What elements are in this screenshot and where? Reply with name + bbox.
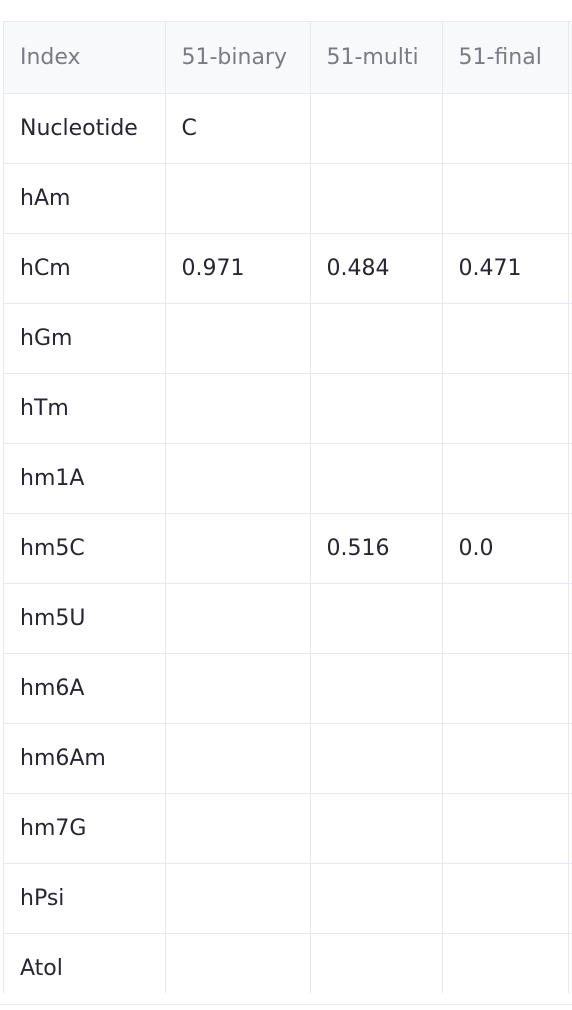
table-cell[interactable]: 0.516	[310, 513, 443, 584]
table-cell[interactable]	[568, 793, 572, 864]
table-cell[interactable]	[442, 373, 569, 444]
row-index-cell[interactable]: hTm	[4, 373, 166, 444]
table-cell[interactable]	[310, 373, 443, 444]
table-cell[interactable]	[165, 653, 311, 724]
table-cell[interactable]	[165, 443, 311, 514]
row-index-cell[interactable]: hm6Am	[4, 723, 166, 794]
table-cell[interactable]	[568, 933, 572, 993]
table-cell[interactable]	[442, 443, 569, 514]
table-cell[interactable]	[568, 513, 572, 584]
row-index-cell[interactable]: hm5U	[4, 583, 166, 654]
table-cell[interactable]	[568, 863, 572, 934]
table-row: hm1A	[4, 443, 572, 514]
table-cell[interactable]	[310, 93, 443, 164]
row-index-cell[interactable]: hm5C	[4, 513, 166, 584]
table-cell[interactable]	[310, 163, 443, 234]
table-cell[interactable]	[568, 653, 572, 724]
table-cell[interactable]	[165, 723, 311, 794]
table-cell[interactable]	[568, 163, 572, 234]
table-cell[interactable]: C	[165, 93, 311, 164]
row-index-cell[interactable]: hCm	[4, 233, 166, 304]
table-row: hm7G	[4, 793, 572, 864]
table-cell[interactable]	[165, 163, 311, 234]
table-cell[interactable]	[568, 583, 572, 654]
column-header-next[interactable]	[568, 21, 572, 94]
table-cell[interactable]: 0.971	[165, 233, 311, 304]
row-index-cell[interactable]: hPsi	[4, 863, 166, 934]
row-index-cell[interactable]: hGm	[4, 303, 166, 374]
table-cell[interactable]	[310, 793, 443, 864]
dataframe-table-container[interactable]: Index 51-binary 51-multi 51-final Nucleo…	[3, 21, 572, 993]
table-row: hAm	[4, 163, 572, 234]
table-cell[interactable]	[310, 723, 443, 794]
table-cell[interactable]	[442, 863, 569, 934]
table-cell[interactable]	[442, 583, 569, 654]
table-header: Index 51-binary 51-multi 51-final	[4, 21, 572, 94]
row-index-cell[interactable]: hAm	[4, 163, 166, 234]
table-cell[interactable]	[442, 793, 569, 864]
table-row: hm5C 0.516 0.0	[4, 513, 572, 584]
table-cell[interactable]	[165, 373, 311, 444]
table-cell[interactable]: 0.484	[310, 233, 443, 304]
table-cell[interactable]	[568, 443, 572, 514]
table-cell[interactable]	[310, 863, 443, 934]
table-cell[interactable]	[310, 583, 443, 654]
table-cell[interactable]: 0.471	[442, 233, 569, 304]
table-cell[interactable]	[165, 863, 311, 934]
table-cell[interactable]	[310, 653, 443, 724]
table-cell[interactable]: 0.0	[442, 513, 569, 584]
table-row: Nucleotide C	[4, 93, 572, 164]
header-row: Index 51-binary 51-multi 51-final	[4, 21, 572, 94]
column-header-51-multi[interactable]: 51-multi	[310, 21, 443, 94]
table-cell[interactable]	[568, 373, 572, 444]
table-row: hm5U	[4, 583, 572, 654]
row-index-cell[interactable]: Nucleotide	[4, 93, 166, 164]
table-cell[interactable]	[442, 303, 569, 374]
table-bottom-divider	[0, 1004, 572, 1005]
table-cell[interactable]	[310, 933, 443, 993]
column-header-51-binary[interactable]: 51-binary	[165, 21, 311, 94]
table-cell[interactable]	[442, 163, 569, 234]
table-row: hm6Am	[4, 723, 572, 794]
table-row: hm6A	[4, 653, 572, 724]
table-cell[interactable]	[165, 513, 311, 584]
row-index-cell[interactable]: hm6A	[4, 653, 166, 724]
row-index-cell[interactable]: hm1A	[4, 443, 166, 514]
table-cell[interactable]	[165, 933, 311, 993]
table-cell[interactable]	[165, 583, 311, 654]
table-row: hTm	[4, 373, 572, 444]
table-cell[interactable]	[442, 933, 569, 993]
row-index-cell[interactable]: hm7G	[4, 793, 166, 864]
column-header-51-final[interactable]: 51-final	[442, 21, 569, 94]
table-cell[interactable]	[442, 653, 569, 724]
table-cell[interactable]	[568, 723, 572, 794]
table-cell[interactable]	[568, 93, 572, 164]
table-cell[interactable]	[568, 233, 572, 304]
table-cell[interactable]	[442, 723, 569, 794]
row-index-cell[interactable]: Atol	[4, 933, 166, 993]
table-row: hGm	[4, 303, 572, 374]
table-row: hCm 0.971 0.484 0.471	[4, 233, 572, 304]
table-cell[interactable]	[165, 793, 311, 864]
table-cell[interactable]	[568, 303, 572, 374]
dataframe-table: Index 51-binary 51-multi 51-final Nucleo…	[4, 21, 572, 993]
table-cell[interactable]	[442, 93, 569, 164]
column-header-index[interactable]: Index	[4, 21, 166, 94]
table-row: Atol	[4, 933, 572, 993]
table-cell[interactable]	[310, 303, 443, 374]
table-cell[interactable]	[310, 443, 443, 514]
table-row: hPsi	[4, 863, 572, 934]
table-cell[interactable]	[165, 303, 311, 374]
